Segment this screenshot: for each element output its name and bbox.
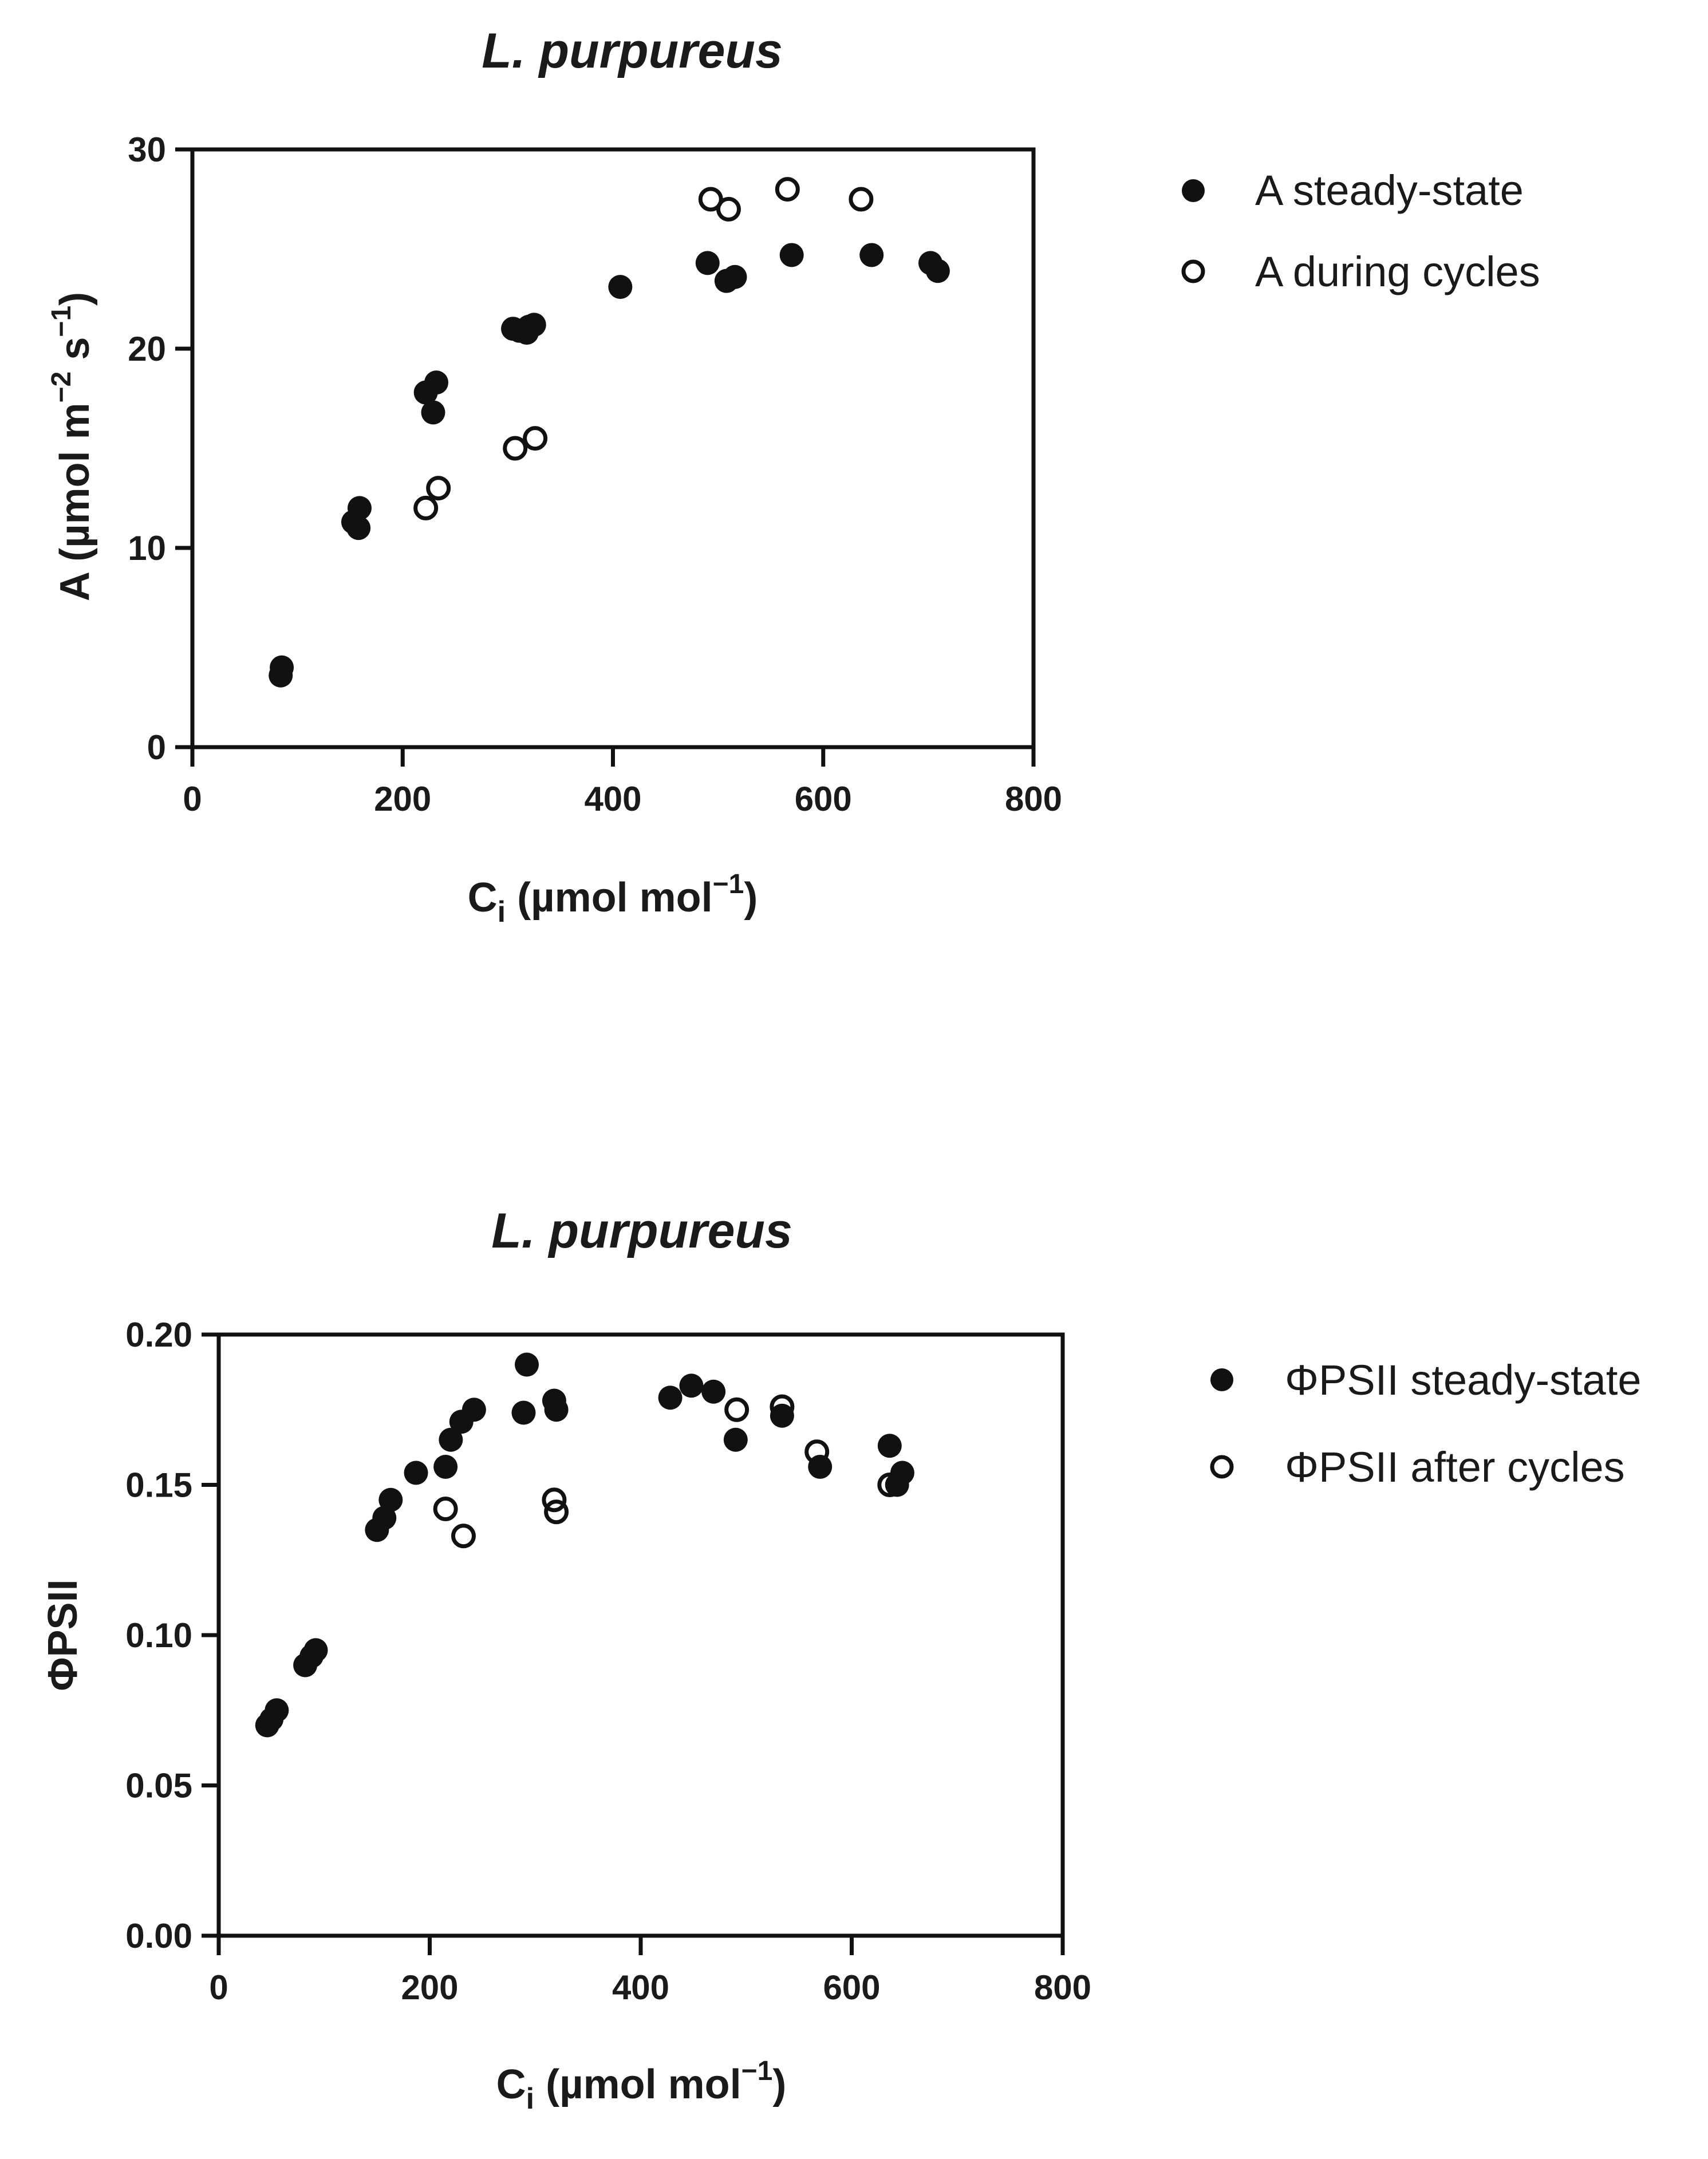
y-tick-label: 0 bbox=[147, 728, 166, 767]
data-point-open bbox=[849, 187, 874, 212]
chart-a-x-axis-label: Ci (µmol mol−1) bbox=[468, 869, 758, 929]
data-point-open bbox=[698, 187, 723, 212]
x-tick-label: 0 bbox=[183, 780, 202, 818]
chart-a-plot-frame bbox=[190, 147, 1036, 749]
chart-phipsii-plot-frame bbox=[216, 1332, 1065, 1938]
chart-phipsii-x-axis-label: Ci (µmol mol−1) bbox=[496, 2056, 787, 2115]
data-point-filled bbox=[265, 1698, 289, 1723]
legend-label-phipsii-after-cycles: ΦPSII after cycles bbox=[1285, 1443, 1625, 1491]
chart-phipsii-legend: ΦPSII steady-state ΦPSII after cycles bbox=[1210, 1356, 1642, 1491]
chart-phipsii-title: L. purpureus bbox=[491, 1203, 792, 1258]
legend-label-a-steady-state: A steady-state bbox=[1255, 167, 1524, 214]
x-tick-label: 400 bbox=[612, 1968, 669, 2007]
data-point-filled bbox=[658, 1386, 683, 1410]
chart-a-legend: A steady-state A during cycles bbox=[1181, 167, 1540, 295]
data-point-filled bbox=[511, 1400, 536, 1425]
data-point-filled bbox=[346, 516, 371, 540]
legend-label-phipsii-steady-state: ΦPSII steady-state bbox=[1285, 1356, 1642, 1404]
chart-a-title: L. purpureus bbox=[482, 23, 783, 78]
data-point-filled bbox=[723, 1427, 748, 1452]
data-point-filled bbox=[461, 1398, 486, 1422]
data-point-open bbox=[770, 1394, 795, 1419]
chart-phipsii-x-ticks: 0 200 400 600 800 bbox=[209, 1936, 1091, 2007]
data-point-open bbox=[877, 1473, 902, 1497]
data-point-open bbox=[433, 1497, 458, 1521]
data-point-filled bbox=[515, 1352, 539, 1377]
x-tick-label: 200 bbox=[374, 780, 431, 818]
data-point-open bbox=[542, 1487, 567, 1513]
data-point-filled bbox=[890, 1461, 914, 1485]
data-point-open bbox=[544, 1499, 569, 1525]
data-point-open bbox=[503, 436, 528, 461]
data-point-filled bbox=[779, 243, 804, 267]
data-point-open bbox=[413, 495, 439, 520]
data-point-open bbox=[426, 476, 451, 501]
x-tick-label: 200 bbox=[401, 1968, 458, 2007]
data-point-open bbox=[724, 1397, 750, 1422]
data-point-filled bbox=[877, 1434, 902, 1458]
data-point-filled bbox=[404, 1461, 428, 1485]
x-tick-label: 0 bbox=[209, 1968, 228, 2007]
y-tick-label: 30 bbox=[128, 131, 166, 169]
chart-phipsii-y-ticks: 0.00 0.05 0.10 0.15 0.20 bbox=[125, 1316, 219, 1955]
x-tick-label: 800 bbox=[1005, 780, 1062, 818]
data-point-filled bbox=[433, 1455, 458, 1479]
data-point-filled bbox=[439, 1427, 463, 1452]
y-tick-label: 0.10 bbox=[125, 1616, 192, 1655]
data-point-filled bbox=[695, 251, 720, 275]
chart-phipsii-y-axis-label: ΦPSII bbox=[40, 1579, 86, 1691]
data-point-open bbox=[523, 426, 548, 451]
data-point-filled bbox=[925, 259, 950, 283]
x-tick-label: 600 bbox=[823, 1968, 880, 2007]
data-point-filled bbox=[303, 1638, 328, 1663]
data-point-filled bbox=[421, 400, 445, 425]
data-point-open bbox=[804, 1439, 830, 1465]
y-tick-label: 0.20 bbox=[125, 1316, 192, 1354]
x-tick-label: 400 bbox=[584, 780, 641, 818]
data-point-filled bbox=[608, 275, 633, 299]
data-point-filled bbox=[859, 243, 884, 267]
data-point-filled bbox=[347, 496, 372, 520]
data-point-open bbox=[451, 1523, 476, 1549]
data-point-filled bbox=[270, 655, 294, 680]
y-tick-label: 0.15 bbox=[125, 1466, 192, 1505]
y-tick-label: 0.00 bbox=[125, 1917, 192, 1955]
chart-a-vs-ci: L. purpureus 0 200 400 600 800 0 10 20 30 Ci (µ… bbox=[46, 23, 1540, 929]
data-point-filled bbox=[522, 313, 546, 337]
chart-a-y-ticks: 0 10 20 30 bbox=[128, 131, 192, 767]
chart-a-x-ticks: 0 200 400 600 800 bbox=[183, 747, 1062, 818]
data-point-open bbox=[775, 177, 800, 202]
x-tick-label: 800 bbox=[1034, 1968, 1091, 2007]
chart-a-points bbox=[269, 177, 950, 688]
x-tick-label: 600 bbox=[795, 780, 852, 818]
data-point-filled bbox=[544, 1398, 569, 1422]
legend-marker-a-during-cycles bbox=[1181, 259, 1205, 283]
y-tick-label: 20 bbox=[128, 330, 166, 368]
chart-a-y-axis-label: A (µmol m−2 s−1) bbox=[46, 292, 98, 601]
data-point-filled bbox=[424, 370, 449, 395]
legend-label-a-during-cycles: A during cycles bbox=[1255, 248, 1540, 295]
chart-phipsii-vs-ci: L. purpureus 0 200 400 600 800 0.000.050.100… bbox=[40, 1203, 1642, 2115]
legend-marker-phipsii-after-cycles bbox=[1210, 1455, 1234, 1479]
data-point-filled bbox=[378, 1487, 403, 1512]
legend-marker-phipsii-steady-state bbox=[1210, 1368, 1233, 1391]
data-point-filled bbox=[679, 1373, 704, 1398]
data-point-open bbox=[716, 196, 741, 222]
y-tick-label: 10 bbox=[128, 529, 166, 567]
y-tick-label: 0.05 bbox=[125, 1767, 192, 1805]
data-point-filled bbox=[701, 1379, 726, 1404]
data-point-filled bbox=[723, 265, 747, 289]
data-point-filled bbox=[372, 1506, 397, 1530]
chart-phipsii-points bbox=[255, 1352, 914, 1738]
legend-marker-a-steady-state bbox=[1182, 179, 1205, 202]
